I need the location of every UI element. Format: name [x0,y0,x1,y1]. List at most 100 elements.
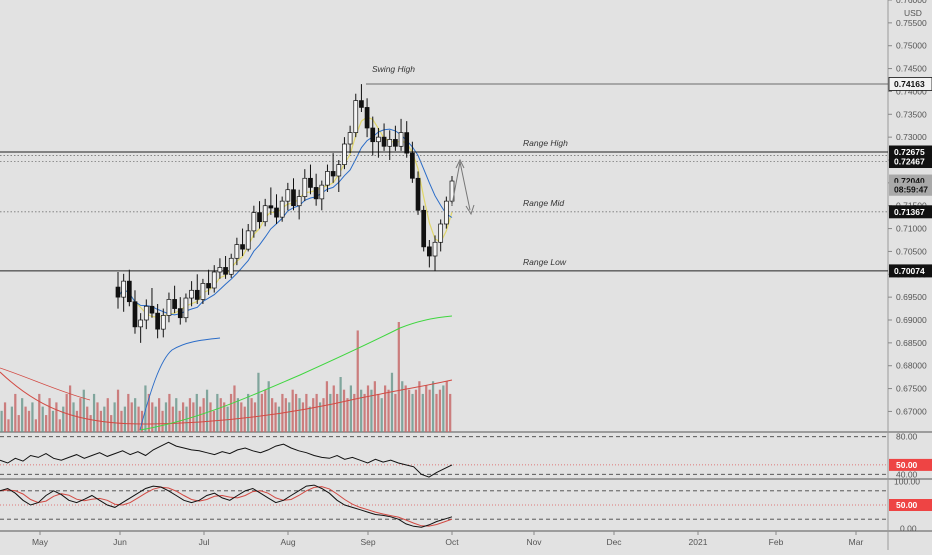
price-tick-label[interactable]: 0.75500 [896,18,927,28]
candle-body [404,132,410,154]
price-tick-label[interactable]: 0.68500 [896,338,927,348]
time-tick-label[interactable]: Sep [360,537,375,547]
volume-bar [51,410,55,432]
time-tick-label[interactable]: 2021 [689,537,708,547]
volume-bar [380,398,383,432]
swing-high-label: Swing High [372,64,415,74]
candle-body [393,139,398,147]
rsi-tick-label[interactable]: 40.00 [896,469,918,479]
volume-bar [418,381,421,432]
price-tick-label[interactable]: 0.67000 [896,406,927,416]
volume-bar [390,372,394,432]
volume-bar [305,393,308,432]
time-tick-label[interactable]: Oct [445,537,459,547]
candle-body [410,152,415,179]
stoch-rsi-pane[interactable]: 100.00 0.00 50.00 [0,476,932,534]
time-tick-label[interactable]: May [32,537,49,547]
volume-bar [38,393,41,432]
price-tick-label[interactable]: 0.73500 [896,109,927,119]
price-tick-label[interactable]: 0.67500 [896,384,927,394]
time-tick-label[interactable]: Dec [606,537,622,547]
volume-bar [233,385,236,432]
volume-bar [267,381,270,432]
rsi-mid-tag [889,458,932,471]
volume-bar [247,393,250,432]
price-tag-label: 0.74163 [894,79,925,89]
volume-bar [243,406,246,432]
price-tick-label[interactable]: 0.69000 [896,315,927,325]
candle-body [257,212,262,223]
time-tick-label[interactable]: Feb [769,537,784,547]
level-label: Range Low [523,257,567,267]
price-tick-label[interactable]: 0.69500 [896,292,927,302]
volume-bar [401,381,404,432]
volume-bar [82,389,85,432]
candlesticks[interactable] [115,84,455,343]
candle-body [364,107,370,129]
level-label: Range Mid [523,198,564,208]
rsi-tick-label[interactable]: 80.00 [896,432,918,442]
time-tick-label[interactable]: Aug [280,537,295,547]
price-tag [889,155,932,169]
time-tick-label[interactable]: Mar [849,537,864,547]
candle-body [172,299,177,309]
price-tag [889,205,932,219]
price-tick-label[interactable]: 0.76000 [896,0,927,5]
time-tick-label[interactable]: Jun [113,537,127,547]
price-tick-label[interactable]: 0.71000 [896,224,927,234]
volume-bar [346,398,349,432]
volume-bar [205,389,209,432]
volume-bar [336,393,339,432]
candle-body [342,143,347,165]
price-tick-label[interactable]: 0.73000 [896,132,927,142]
volume-bar [428,389,431,432]
volume-bar [223,402,226,432]
volume-bar [161,410,164,432]
stoch-tick-label[interactable]: 0.00 [900,524,917,534]
volume-bar [92,393,96,432]
price-tick-label[interactable]: 0.70500 [896,246,927,256]
price-tick-label[interactable]: 0.68000 [896,361,927,371]
candle-body [387,139,393,147]
volume-bar [435,393,438,432]
price-tick-label[interactable]: 0.75000 [896,41,927,51]
rsi-mid-tag-text: 50.00 [896,460,918,470]
volume-bar [421,393,424,432]
volume-bar [72,402,75,432]
projection-arrow-up [455,158,465,169]
volume-bar [349,385,352,432]
level-label: Range High [523,138,568,148]
ma-long-red-line [0,371,453,425]
volume-bar [318,402,322,432]
volume-bar [154,406,157,432]
time-tick-label[interactable]: Nov [526,537,542,547]
volume-bar [134,398,137,432]
volume-bar [240,402,243,432]
price-tag [889,264,932,278]
volume-bar [277,406,281,432]
price-tick-label[interactable]: 0.74000 [896,86,927,96]
stoch-d-line [0,486,453,527]
time-tick-label[interactable]: Jul [199,537,210,547]
volume-bar [236,398,239,432]
volume-bar [363,393,366,432]
moving-averages [0,116,453,431]
time-axis[interactable]: May Jun Jul Aug Sep Oct Nov Dec 2021 Feb Mar [32,531,864,547]
volume-bar [438,389,442,432]
volume-bar [325,381,329,432]
price-tag [889,182,932,196]
volume-bar [75,410,79,432]
stoch-tick-label[interactable]: 100.00 [894,476,920,486]
candle-body [211,271,217,289]
candle-body [217,267,223,273]
price-tick-label[interactable]: 0.74500 [896,64,927,74]
candle-body [449,180,455,202]
candle-body [347,132,353,145]
volume-bar [404,385,407,432]
volume-bar [158,398,161,432]
